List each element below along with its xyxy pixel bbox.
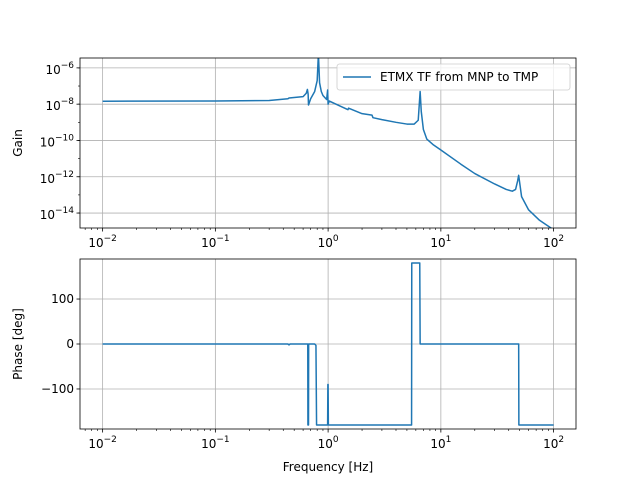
y-tick-label: 10−8: [45, 97, 74, 113]
x-tick-label-base: 10: [318, 437, 333, 451]
y-tick-label-exponent: −10: [55, 133, 74, 143]
y-tick-label: −100: [41, 382, 74, 396]
x-tick-label: 100: [318, 234, 339, 250]
x-tick-label: 102: [543, 435, 564, 451]
y-tick-label-exponent: −14: [55, 206, 74, 216]
x-tick-label-base: 10: [88, 236, 103, 250]
x-tick-label: 101: [430, 234, 451, 250]
y-tick-label: 10−10: [40, 133, 75, 149]
phase-series-line: [102, 262, 554, 426]
y-tick-label-base: 10: [40, 208, 55, 222]
y-tick-label: 0: [66, 337, 74, 351]
x-tick-label-exponent: 0: [333, 234, 339, 244]
y-tick-label: 100: [51, 292, 74, 306]
y-axis-label: Phase [deg]: [11, 308, 25, 380]
x-axis-label: Frequency [Hz]: [283, 460, 374, 474]
x-tick-label-exponent: −1: [216, 435, 229, 445]
x-tick-label: 100: [318, 435, 339, 451]
x-tick-label-exponent: 2: [558, 234, 564, 244]
x-tick-label: 10−2: [88, 435, 117, 451]
legend: ETMX TF from MNP to TMP: [336, 63, 571, 91]
x-tick-label-base: 10: [201, 437, 216, 451]
x-tick-label-base: 10: [201, 236, 216, 250]
y-tick-label-base: 10: [40, 135, 55, 149]
legend-label: ETMX TF from MNP to TMP: [380, 70, 538, 84]
x-tick-label: 10−2: [88, 234, 117, 250]
x-tick-label-exponent: 1: [446, 435, 452, 445]
y-axis-label: Gain: [11, 129, 25, 157]
y-tick-label-base: 10: [45, 63, 60, 77]
x-tick-label-exponent: −2: [104, 435, 117, 445]
x-tick-label-base: 10: [318, 236, 333, 250]
x-tick-label-exponent: −2: [104, 234, 117, 244]
x-tick-label: 102: [543, 234, 564, 250]
gain-axes: 10−2 10−1 100 101 10210−1410−1210−1010−810−6…: [11, 57, 577, 250]
x-tick-label-exponent: 1: [446, 234, 452, 244]
x-tick-label: 10−1: [201, 435, 230, 451]
x-tick-label: 10−1: [201, 234, 230, 250]
y-tick-label-base: 10: [45, 99, 60, 113]
y-tick-label-exponent: −12: [55, 170, 74, 180]
y-tick-label: 10−6: [45, 61, 74, 77]
x-tick-label-exponent: 2: [558, 435, 564, 445]
x-tick-label-base: 10: [543, 437, 558, 451]
y-tick-label-base: 10: [40, 172, 55, 186]
x-tick-label-base: 10: [430, 437, 445, 451]
y-tick-label-exponent: −6: [61, 61, 75, 71]
legend-box: [336, 63, 571, 91]
x-tick-label-base: 10: [543, 236, 558, 250]
y-tick-label: 10−14: [40, 206, 75, 222]
x-tick-label-exponent: 0: [333, 435, 339, 445]
y-tick-label: 10−12: [40, 170, 74, 186]
gain-series-line: [102, 58, 553, 228]
x-tick-label: 101: [430, 435, 451, 451]
x-tick-label-base: 10: [88, 437, 103, 451]
x-tick-label-base: 10: [430, 236, 445, 250]
y-tick-label-exponent: −8: [61, 97, 75, 107]
x-tick-label-exponent: −1: [216, 234, 229, 244]
